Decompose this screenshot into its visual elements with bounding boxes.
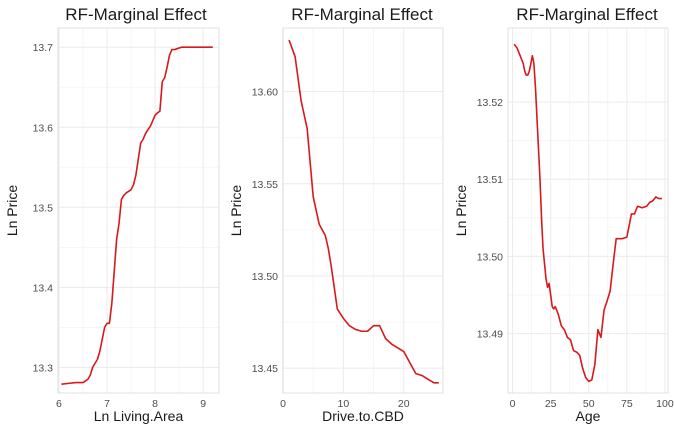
x-tick-label: 10 <box>338 398 350 410</box>
x-tick-label: 20 <box>398 398 410 410</box>
chart-title: RF-Marginal Effect <box>291 5 433 24</box>
chart-panel-3: 0 25 50 75 100 13.49 13.50 13.51 13.52 RF-Margina… <box>453 5 674 424</box>
chart-title: RF-Marginal Effect <box>516 5 658 24</box>
x-tick-label: 50 <box>583 398 595 410</box>
y-tick-label: 13.51 <box>477 174 503 186</box>
x-tick-label: 7 <box>104 398 110 410</box>
x-tick-label: 100 <box>656 398 674 410</box>
y-tick-label: 13.49 <box>477 329 503 341</box>
y-tick-label: 13.4 <box>33 282 54 294</box>
y-tick-label: 13.45 <box>252 363 278 375</box>
panel-border <box>507 27 669 394</box>
x-axis-label: Ln Living.Area <box>94 408 184 424</box>
chart-panel-2: 0 10 20 13.45 13.50 13.55 13.60 RF-Marginal Eff… <box>228 5 444 424</box>
x-tick-label: 9 <box>200 398 206 410</box>
x-tick-label: 8 <box>152 398 158 410</box>
y-axis-label: Ln Price <box>228 185 244 237</box>
y-tick-label: 13.3 <box>33 362 54 374</box>
x-tick-label: 0 <box>510 398 516 410</box>
y-tick-label: 13.60 <box>252 87 278 99</box>
y-tick-label: 13.5 <box>33 202 54 214</box>
x-tick-label: 25 <box>545 398 557 410</box>
y-tick-label: 13.50 <box>252 271 278 283</box>
series-line <box>288 39 439 384</box>
y-tick-label: 13.50 <box>477 251 503 263</box>
x-tick-label: 75 <box>621 398 633 410</box>
series-line <box>61 46 213 385</box>
x-axis-label: Age <box>576 408 601 424</box>
y-tick-label: 13.52 <box>477 97 503 109</box>
x-tick-label: 6 <box>56 398 62 410</box>
x-axis-label: Drive.to.CBD <box>322 408 404 424</box>
y-axis-label: Ln Price <box>4 185 20 237</box>
y-tick-label: 13.7 <box>33 42 54 54</box>
series-line <box>513 43 662 383</box>
y-tick-label: 13.6 <box>33 122 54 134</box>
x-tick-label: 0 <box>280 398 286 410</box>
y-tick-label: 13.55 <box>252 179 278 191</box>
y-axis-label: Ln Price <box>453 185 469 237</box>
chart-title: RF-Marginal Effect <box>65 5 207 24</box>
panel-border <box>282 27 444 394</box>
panel-border <box>57 27 220 394</box>
chart-panel-1: 6 7 8 9 13.3 13.4 13.5 13.6 13.7 RF-Marginal Effe… <box>4 5 220 424</box>
